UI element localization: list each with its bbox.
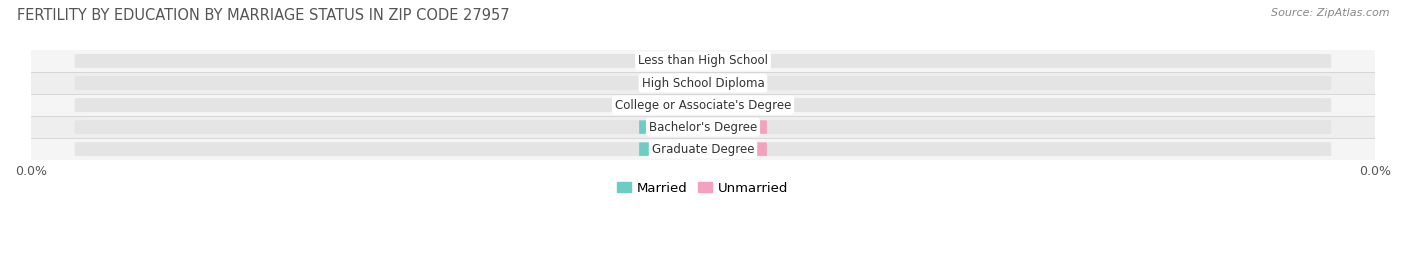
Text: FERTILITY BY EDUCATION BY MARRIAGE STATUS IN ZIP CODE 27957: FERTILITY BY EDUCATION BY MARRIAGE STATU…: [17, 8, 509, 23]
Text: 0.0%: 0.0%: [718, 144, 748, 154]
Text: 0.0%: 0.0%: [658, 100, 688, 110]
Text: 0.0%: 0.0%: [658, 56, 688, 66]
FancyBboxPatch shape: [75, 98, 1331, 112]
Bar: [31, 72, 1375, 94]
Text: Source: ZipAtlas.com: Source: ZipAtlas.com: [1271, 8, 1389, 18]
Text: 0.0%: 0.0%: [658, 144, 688, 154]
FancyBboxPatch shape: [700, 54, 766, 68]
FancyBboxPatch shape: [75, 120, 1331, 134]
FancyBboxPatch shape: [700, 142, 766, 156]
Text: Less than High School: Less than High School: [638, 55, 768, 68]
Text: High School Diploma: High School Diploma: [641, 76, 765, 90]
Text: 0.0%: 0.0%: [658, 78, 688, 88]
FancyBboxPatch shape: [75, 54, 1331, 68]
FancyBboxPatch shape: [700, 120, 766, 134]
Legend: Married, Unmarried: Married, Unmarried: [612, 176, 794, 200]
FancyBboxPatch shape: [640, 120, 706, 134]
Text: Graduate Degree: Graduate Degree: [652, 143, 754, 156]
FancyBboxPatch shape: [640, 54, 706, 68]
Text: 0.0%: 0.0%: [718, 78, 748, 88]
Text: 0.0%: 0.0%: [718, 122, 748, 132]
Text: Bachelor's Degree: Bachelor's Degree: [650, 121, 756, 134]
FancyBboxPatch shape: [700, 76, 766, 90]
FancyBboxPatch shape: [640, 76, 706, 90]
Text: 0.0%: 0.0%: [718, 100, 748, 110]
Text: 0.0%: 0.0%: [658, 122, 688, 132]
Bar: [31, 50, 1375, 72]
Text: 0.0%: 0.0%: [718, 56, 748, 66]
FancyBboxPatch shape: [640, 142, 706, 156]
FancyBboxPatch shape: [75, 76, 1331, 90]
FancyBboxPatch shape: [700, 98, 766, 112]
Text: College or Associate's Degree: College or Associate's Degree: [614, 98, 792, 112]
Bar: [31, 138, 1375, 160]
FancyBboxPatch shape: [75, 142, 1331, 156]
Bar: [31, 94, 1375, 116]
Bar: [31, 116, 1375, 138]
FancyBboxPatch shape: [640, 98, 706, 112]
